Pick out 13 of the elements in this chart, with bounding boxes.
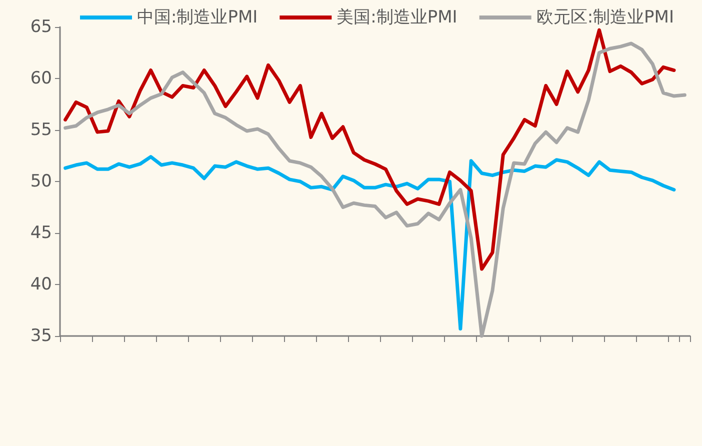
legend-label: 欧元区:制造业PMI (536, 8, 674, 28)
y-tick-label: 35 (30, 326, 52, 346)
legend-label: 中国:制造业PMI (137, 8, 258, 28)
y-tick-label: 60 (30, 68, 52, 88)
y-tick-label: 65 (30, 17, 52, 37)
y-tick-label: 50 (30, 172, 52, 192)
line-series (64, 28, 676, 271)
y-tick-label: 40 (30, 274, 52, 294)
legend-label: 美国:制造业PMI (336, 8, 458, 28)
y-tick-label: 45 (30, 223, 52, 243)
y-tick-label: 55 (30, 120, 52, 140)
line-series (64, 42, 686, 338)
line-series (64, 155, 676, 331)
